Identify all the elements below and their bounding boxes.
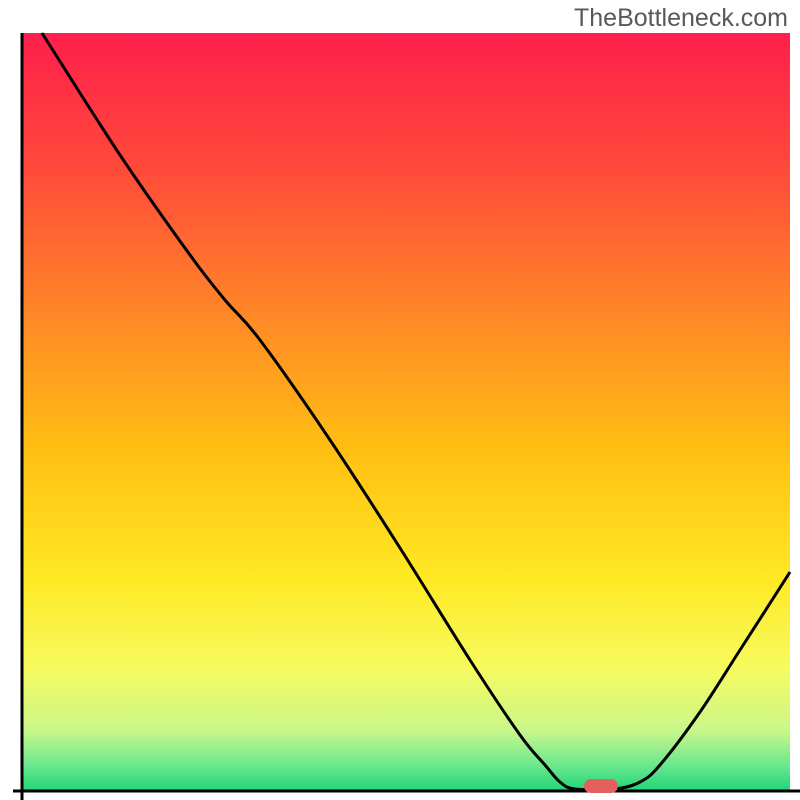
bottleneck-curve-chart [0, 0, 800, 800]
plot-background [22, 33, 790, 791]
chart-container: TheBottleneck.com [0, 0, 800, 800]
optimal-marker [584, 779, 618, 793]
watermark-text: TheBottleneck.com [574, 4, 788, 33]
